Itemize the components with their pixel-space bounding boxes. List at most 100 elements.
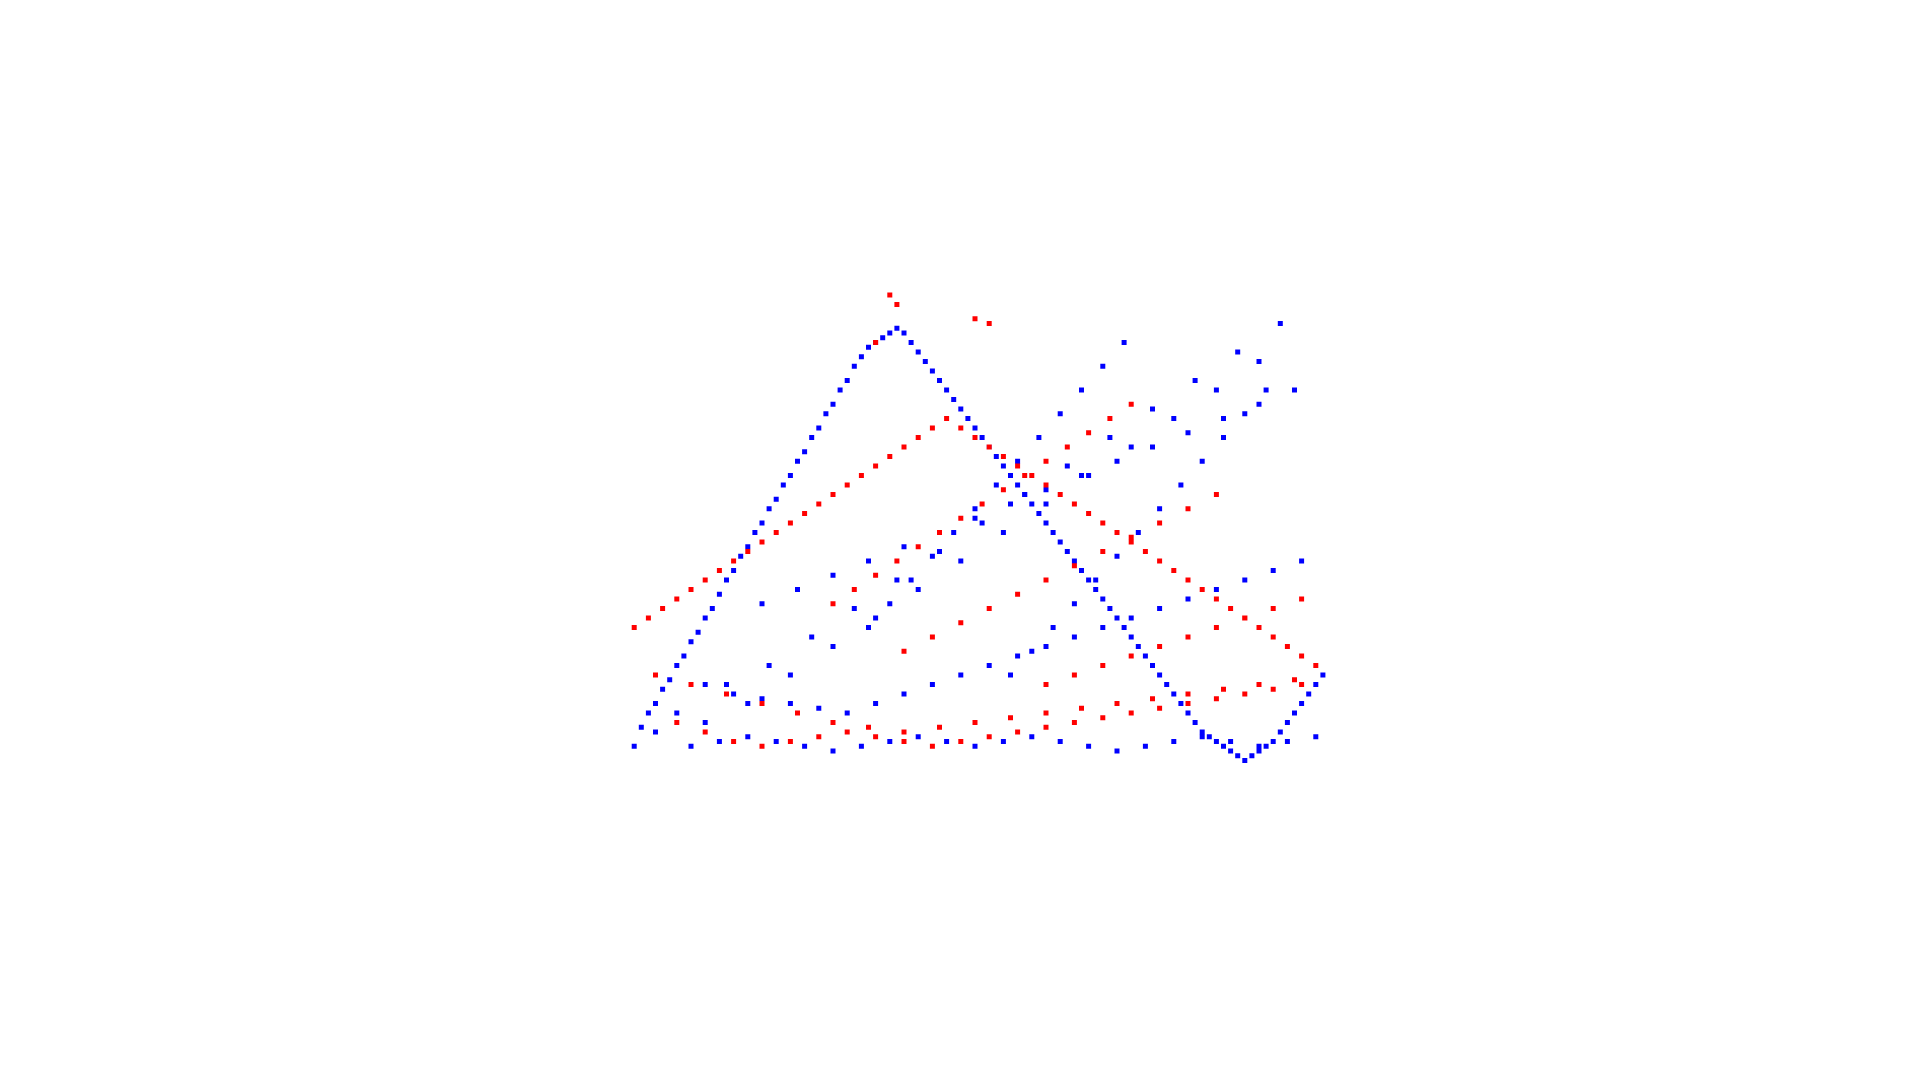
point-red-124	[1213, 625, 1219, 630]
point-blue-97	[1320, 672, 1326, 678]
point-blue-2	[645, 710, 651, 716]
point-red-31	[1071, 501, 1077, 507]
point-red-3	[674, 596, 680, 602]
point-red-120	[1100, 663, 1106, 668]
point-blue-83	[1221, 743, 1226, 749]
point-red-9	[759, 539, 765, 545]
point-red-82	[1071, 720, 1077, 725]
point-blue-123	[1192, 378, 1198, 383]
point-blue-183	[1079, 387, 1084, 393]
point-blue-155	[816, 705, 822, 711]
point-blue-80	[1199, 729, 1205, 735]
point-blue-211	[1185, 430, 1191, 436]
point-red-122	[1157, 644, 1163, 649]
point-red-71	[759, 743, 765, 749]
point-red-63	[1150, 696, 1155, 702]
point-blue-137	[944, 739, 950, 744]
point-blue-115	[1022, 492, 1028, 497]
point-blue-118	[1086, 473, 1092, 478]
point-red-90	[1299, 682, 1305, 687]
point-blue-179	[993, 482, 999, 488]
point-blue-153	[759, 696, 765, 702]
point-blue-49	[979, 435, 985, 440]
point-blue-1	[638, 724, 644, 730]
point-blue-131	[773, 739, 779, 744]
point-blue-164	[1071, 634, 1077, 640]
point-red-0	[631, 625, 637, 630]
point-red-26	[1000, 454, 1006, 459]
point-red-106	[901, 648, 907, 654]
point-blue-96	[1313, 682, 1319, 687]
point-blue-5	[667, 677, 673, 683]
point-blue-61	[1064, 549, 1070, 554]
point-blue-129	[716, 739, 722, 744]
point-red-132	[986, 321, 992, 326]
point-blue-159	[929, 682, 935, 687]
point-blue-173	[866, 625, 871, 630]
point-red-112	[1071, 563, 1077, 569]
point-blue-196	[1221, 435, 1226, 440]
point-blue-165	[1100, 625, 1106, 630]
point-blue-45	[951, 397, 957, 402]
point-blue-203	[901, 544, 907, 550]
point-red-19	[901, 444, 907, 450]
point-blue-112	[958, 558, 964, 564]
point-red-73	[816, 734, 822, 740]
point-blue-110	[915, 587, 921, 592]
point-blue-113	[979, 520, 985, 526]
point-blue-105	[809, 634, 815, 640]
point-blue-177	[951, 530, 957, 535]
point-blue-156	[844, 710, 850, 716]
point-red-79	[986, 734, 992, 740]
point-blue-13	[724, 577, 729, 583]
point-blue-12	[716, 591, 722, 597]
point-red-55	[866, 724, 871, 730]
point-red-102	[1064, 444, 1070, 450]
point-red-53	[795, 710, 800, 716]
point-red-95	[915, 544, 921, 550]
point-red-80	[1015, 729, 1021, 735]
point-blue-195	[1199, 458, 1205, 464]
point-blue-25	[809, 435, 815, 440]
point-blue-170	[1242, 577, 1248, 583]
point-red-87	[1213, 696, 1219, 702]
point-blue-27	[823, 411, 829, 417]
point-blue-154	[787, 701, 793, 706]
point-blue-119	[1107, 435, 1113, 440]
point-red-57	[937, 724, 942, 730]
point-blue-171	[1270, 568, 1276, 573]
point-red-14	[830, 492, 836, 497]
point-blue-168	[1185, 596, 1191, 602]
point-red-8	[745, 549, 751, 554]
point-blue-19	[766, 506, 772, 512]
point-red-111	[1043, 577, 1049, 583]
point-blue-38	[901, 330, 907, 336]
point-blue-132	[802, 743, 808, 749]
point-blue-140	[1029, 734, 1035, 740]
point-blue-198	[1263, 387, 1269, 393]
point-blue-120	[1128, 444, 1134, 450]
point-blue-71	[1135, 644, 1141, 649]
point-blue-94	[1299, 701, 1305, 706]
point-blue-77	[1178, 701, 1184, 706]
point-blue-117	[1064, 463, 1070, 469]
point-red-70	[731, 739, 737, 744]
point-red-100	[1022, 473, 1028, 478]
point-blue-28	[830, 401, 836, 407]
point-red-69	[702, 729, 708, 735]
point-blue-62	[1071, 558, 1077, 564]
point-blue-26	[816, 425, 822, 431]
point-red-76	[901, 739, 907, 744]
point-red-101	[1043, 458, 1049, 464]
point-blue-134	[858, 743, 864, 749]
point-blue-58	[1043, 520, 1049, 526]
point-blue-98	[653, 729, 658, 735]
point-blue-205	[972, 515, 978, 521]
point-blue-78	[1185, 710, 1191, 716]
point-red-74	[844, 729, 850, 735]
point-blue-214	[1292, 387, 1297, 393]
point-blue-124	[1213, 387, 1219, 393]
point-red-130	[873, 340, 879, 345]
point-blue-213	[1256, 401, 1262, 407]
point-blue-107	[851, 606, 857, 611]
